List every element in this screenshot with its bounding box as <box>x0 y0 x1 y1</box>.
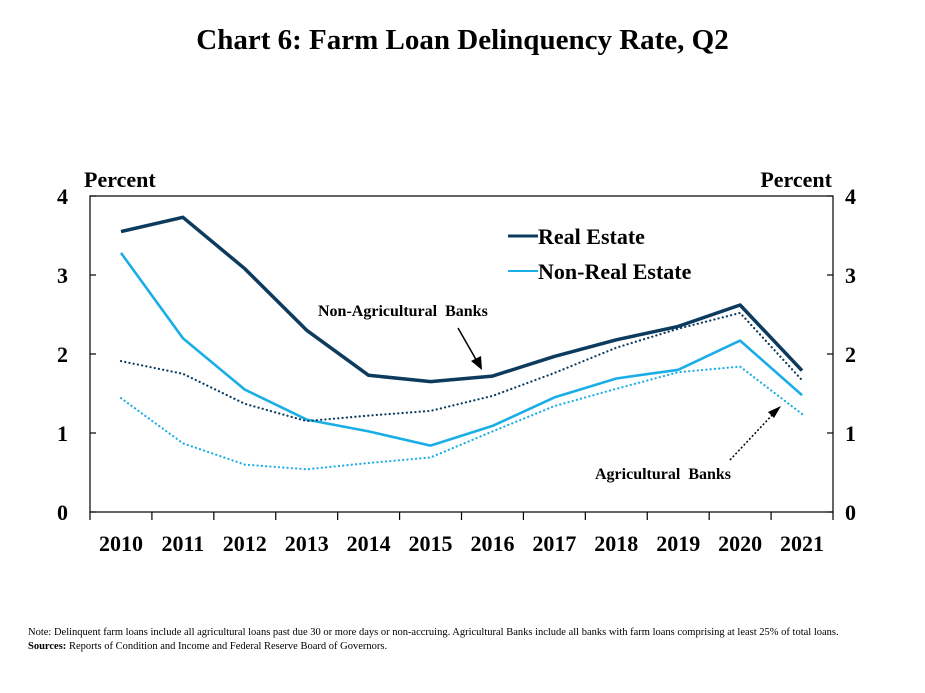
y-axis-label-right: Percent <box>760 167 832 192</box>
y-tick-label-right: 4 <box>845 184 856 209</box>
legend: Real Estate Non-Real Estate <box>508 224 692 284</box>
sources-text: Reports of Condition and Income and Fede… <box>68 641 388 652</box>
y-tick-label-left: 1 <box>57 421 68 446</box>
sources-label: Sources: <box>28 641 67 652</box>
x-tick-label: 2020 <box>718 531 762 556</box>
x-tick-label: 2019 <box>656 531 700 556</box>
series-line-agricultural-real-estate <box>119 311 804 423</box>
x-tick-label: 2021 <box>780 531 824 556</box>
series-line-non-agricultural-non-real-estate <box>119 252 803 447</box>
footnote: Note: Delinquent farm loans include all … <box>28 626 908 654</box>
y-tick-label-left: 2 <box>57 342 68 367</box>
series-line-agricultural-non-real-estate <box>119 365 804 471</box>
tick-labels: 2010 2011 2012 2013 2014 2015 2016 2017 2018 2019… <box>57 184 856 556</box>
x-tick-label: 2018 <box>594 531 638 556</box>
x-tick-label: 2011 <box>161 531 204 556</box>
axes <box>89 195 834 520</box>
sources-line: Sources: Reports of Condition and Income… <box>28 640 908 654</box>
chart-title: Chart 6: Farm Loan Delinquency Rate, Q2 <box>196 24 729 56</box>
y-tick-label-left: 3 <box>57 263 68 288</box>
x-tick-label: 2013 <box>285 531 329 556</box>
y-tick-label-right: 3 <box>845 263 856 288</box>
x-tick-label: 2014 <box>347 531 391 556</box>
note-text: Note: Delinquent farm loans include all … <box>28 627 839 638</box>
annotation-non-agricultural-banks: Non-Agricultural Banks <box>318 303 488 320</box>
x-tick-label: 2012 <box>223 531 267 556</box>
annotation-non-agricultural: Non-Agricultural Banks <box>318 303 488 370</box>
y-tick-label-right: 1 <box>845 421 856 446</box>
x-tick-label: 2017 <box>532 531 576 556</box>
annotation-agricultural-banks: Agricultural Banks <box>595 466 731 483</box>
x-tick-label: 2010 <box>99 531 143 556</box>
y-axis-label-left: Percent <box>84 167 156 192</box>
legend-label-real-estate: Real Estate <box>538 224 645 249</box>
x-tick-label: 2015 <box>409 531 453 556</box>
y-tick-label-right: 0 <box>845 500 856 525</box>
series-group <box>119 215 804 471</box>
series-line-non-agricultural-real-estate <box>120 215 804 384</box>
y-tick-label-right: 2 <box>845 342 856 367</box>
annotation-arrowhead-non-agricultural <box>471 356 482 370</box>
annotation-arrow-agricultural <box>729 411 776 461</box>
annotation-arrow-non-agricultural <box>457 327 479 364</box>
y-tick-label-left: 4 <box>57 184 68 209</box>
x-tick-label: 2016 <box>470 531 514 556</box>
legend-label-non-real-estate: Non-Real Estate <box>538 259 692 284</box>
annotation-arrowhead-agricultural <box>768 406 781 418</box>
y-tick-label-left: 0 <box>57 500 68 525</box>
annotation-agricultural: Agricultural Banks <box>595 406 781 483</box>
